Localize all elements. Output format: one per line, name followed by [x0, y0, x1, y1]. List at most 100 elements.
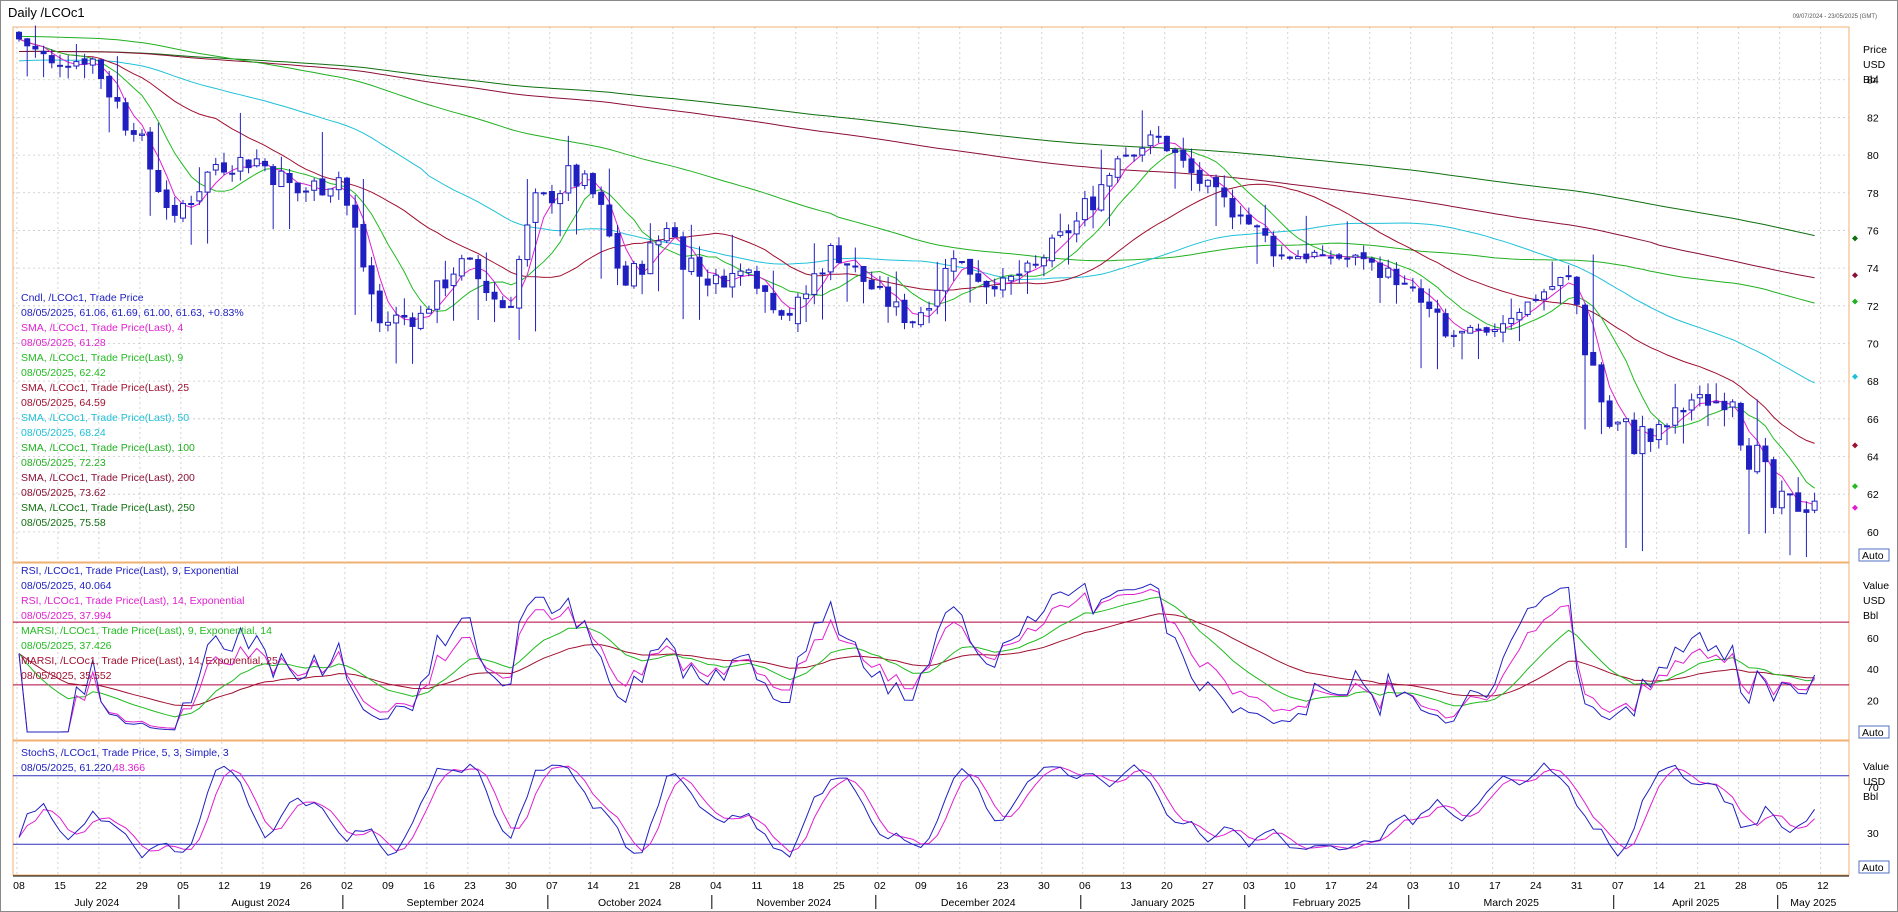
candle-body	[548, 191, 555, 204]
candle-body	[171, 204, 178, 216]
candle-body	[122, 102, 129, 131]
day-tick-label: 14	[587, 880, 599, 892]
day-tick-label: 18	[792, 880, 804, 892]
candle-body	[1787, 493, 1794, 496]
candle-body	[917, 312, 924, 326]
candle-body	[573, 164, 580, 187]
candle-body	[852, 265, 859, 268]
month-label: February 2025	[1293, 897, 1361, 909]
candle-body	[606, 204, 613, 237]
candle-body	[688, 257, 695, 273]
rsi-axis-header: Value	[1863, 580, 1889, 592]
candle-body	[1163, 135, 1170, 152]
day-tick-label: 06	[1079, 880, 1091, 892]
candle-body	[1311, 251, 1318, 258]
candle-body	[278, 170, 285, 188]
candle-body	[1278, 254, 1285, 257]
candle-body	[614, 233, 621, 269]
auto-scale-button-price	[1858, 548, 1890, 562]
candle-body	[1664, 425, 1671, 428]
candle-body	[1631, 419, 1638, 455]
rsi-9-line	[18, 582, 1816, 733]
candle-body	[89, 58, 96, 66]
candle-body	[1541, 291, 1548, 300]
candle-body	[967, 258, 974, 275]
candle-body	[1713, 401, 1720, 404]
day-tick-label: 12	[1817, 880, 1829, 892]
candle-body	[360, 224, 367, 268]
candle-body	[1557, 276, 1564, 287]
month-label: April 2025	[1672, 897, 1719, 909]
candle-body	[245, 159, 252, 169]
stoch-legend-label: StochS, /LCOc1, Trade Price, 5, 3, Simpl…	[21, 747, 229, 759]
candle-body	[73, 61, 80, 67]
price-tick-label: 76	[1867, 225, 1879, 237]
candle-body	[1614, 421, 1621, 425]
candle-body	[16, 31, 22, 40]
candle-body	[483, 280, 490, 294]
candle-body	[1483, 327, 1490, 333]
candle-body	[1491, 329, 1498, 333]
rsi-tick-label: 60	[1867, 633, 1879, 645]
price-tick-label: 82	[1867, 112, 1879, 124]
candle-body	[1352, 254, 1359, 258]
candle-body	[1508, 317, 1515, 325]
candle-body	[1639, 426, 1646, 455]
day-tick-label: 17	[1489, 880, 1501, 892]
rsi-legend-label: MARSI, /LCOc1, Trade Price(Last), 9, Exp…	[21, 625, 272, 637]
candle-body	[327, 188, 334, 197]
candle-body	[155, 169, 162, 193]
day-tick-label: 17	[1325, 880, 1337, 892]
candle-body	[1606, 400, 1613, 427]
sma-200-line	[18, 50, 1815, 279]
candle-body	[138, 133, 145, 136]
candle-body	[786, 312, 793, 316]
candle-body	[1565, 275, 1572, 278]
candle-body	[1040, 257, 1047, 267]
candle-body	[630, 263, 637, 287]
stoch-axis-header: Bbl	[1863, 791, 1878, 803]
month-label: November 2024	[756, 897, 831, 909]
candle-body	[1049, 237, 1056, 262]
legend-label: Cndl, /LCOc1, Trade Price	[21, 292, 144, 304]
month-label: January 2025	[1131, 897, 1195, 909]
rsi-legend-value: 08/05/2025, 37.426	[21, 640, 112, 652]
day-tick-label: 03	[1243, 880, 1255, 892]
candle-body	[1450, 334, 1457, 337]
candle-body	[368, 265, 375, 295]
candle-body	[1204, 179, 1211, 187]
rsi-legend-value: 08/05/2025, 35.552	[21, 670, 112, 682]
price-axis-header: Bbl	[1863, 74, 1878, 86]
candle-body	[565, 165, 572, 194]
day-tick-label: 09	[382, 880, 394, 892]
candle-body	[147, 131, 154, 170]
candle-body	[1270, 235, 1277, 257]
rsi-tick-label: 40	[1867, 664, 1879, 676]
sma-250-line	[19, 50, 1815, 237]
day-tick-label: 30	[505, 880, 517, 892]
candle-body	[1008, 275, 1015, 282]
auto-scale-label: Auto	[1862, 550, 1884, 562]
candle-body	[319, 178, 326, 196]
day-tick-label: 21	[628, 880, 640, 892]
candle-body	[1081, 198, 1088, 221]
candle-body	[589, 173, 596, 195]
sma-9-line	[18, 38, 1815, 489]
candle-body	[1680, 410, 1687, 413]
candle-body	[704, 278, 711, 286]
candle-body	[1418, 288, 1425, 303]
candle-body	[1090, 196, 1097, 211]
candle-body	[1098, 184, 1105, 211]
candle-body	[1221, 187, 1228, 198]
candle-body	[1467, 326, 1474, 334]
day-tick-label: 25	[833, 880, 845, 892]
candle-body	[663, 228, 670, 242]
stoch-axis-header: USD	[1863, 776, 1886, 788]
candle-body	[835, 245, 842, 264]
candle-body	[212, 164, 219, 171]
last-value-marker	[1852, 235, 1858, 242]
legend-value: 08/05/2025, 61.06, 61.69, 61.00, 61.63, …	[21, 307, 244, 319]
candle-body	[844, 263, 851, 266]
candle-body	[1295, 256, 1302, 260]
